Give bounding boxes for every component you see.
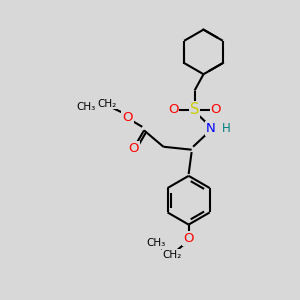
Text: O: O	[122, 110, 133, 124]
Text: O: O	[168, 103, 178, 116]
Text: O: O	[183, 232, 194, 245]
Text: S: S	[190, 102, 199, 117]
Text: CH₂: CH₂	[163, 250, 182, 260]
Text: O: O	[211, 103, 221, 116]
Text: H: H	[222, 122, 231, 135]
Text: N: N	[206, 122, 216, 135]
Text: CH₃: CH₃	[146, 238, 166, 248]
Text: CH₂: CH₂	[97, 99, 116, 109]
Text: CH₃: CH₃	[76, 102, 95, 112]
Text: O: O	[128, 142, 139, 155]
